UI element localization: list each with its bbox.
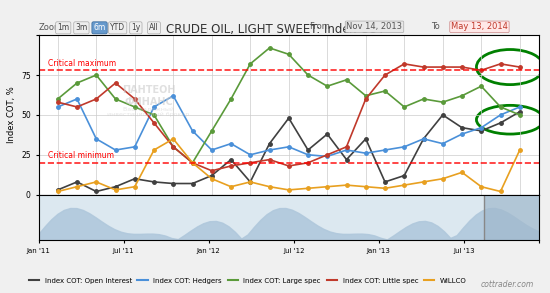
Text: Zoom: Zoom bbox=[39, 23, 63, 32]
Text: Ваш надежный
инвестиционный брокер: Ваш надежный инвестиционный брокер bbox=[107, 106, 190, 117]
Text: YTD: YTD bbox=[110, 23, 125, 32]
Text: May 13, 2014: May 13, 2014 bbox=[451, 22, 508, 31]
Text: CRUDE OIL, LIGHT SWEET: Index COT: CRUDE OIL, LIGHT SWEET: Index COT bbox=[166, 23, 384, 36]
Text: cottrader.com: cottrader.com bbox=[480, 280, 534, 289]
Text: 6m: 6m bbox=[94, 23, 106, 32]
Text: 1y: 1y bbox=[131, 23, 140, 32]
Text: From: From bbox=[309, 22, 330, 31]
Text: Critical minimum: Critical minimum bbox=[48, 151, 114, 160]
Text: 1m: 1m bbox=[57, 23, 69, 32]
Bar bbox=[484, 195, 539, 240]
Text: Critical maximum: Critical maximum bbox=[48, 59, 116, 68]
Legend: Index COT: Open Interest, Index COT: Hedgers, Index COT: Large spec, Index COT: : Index COT: Open Interest, Index COT: Hed… bbox=[26, 275, 469, 287]
Text: ПАНТЕОН
ФИНАНС: ПАНТЕОН ФИНАНС bbox=[122, 85, 175, 107]
Text: 3m: 3m bbox=[75, 23, 87, 32]
Text: All: All bbox=[149, 23, 159, 32]
Text: To: To bbox=[431, 22, 440, 31]
Text: Nov 14, 2013: Nov 14, 2013 bbox=[346, 22, 403, 31]
Y-axis label: Index COT, %: Index COT, % bbox=[7, 86, 15, 143]
